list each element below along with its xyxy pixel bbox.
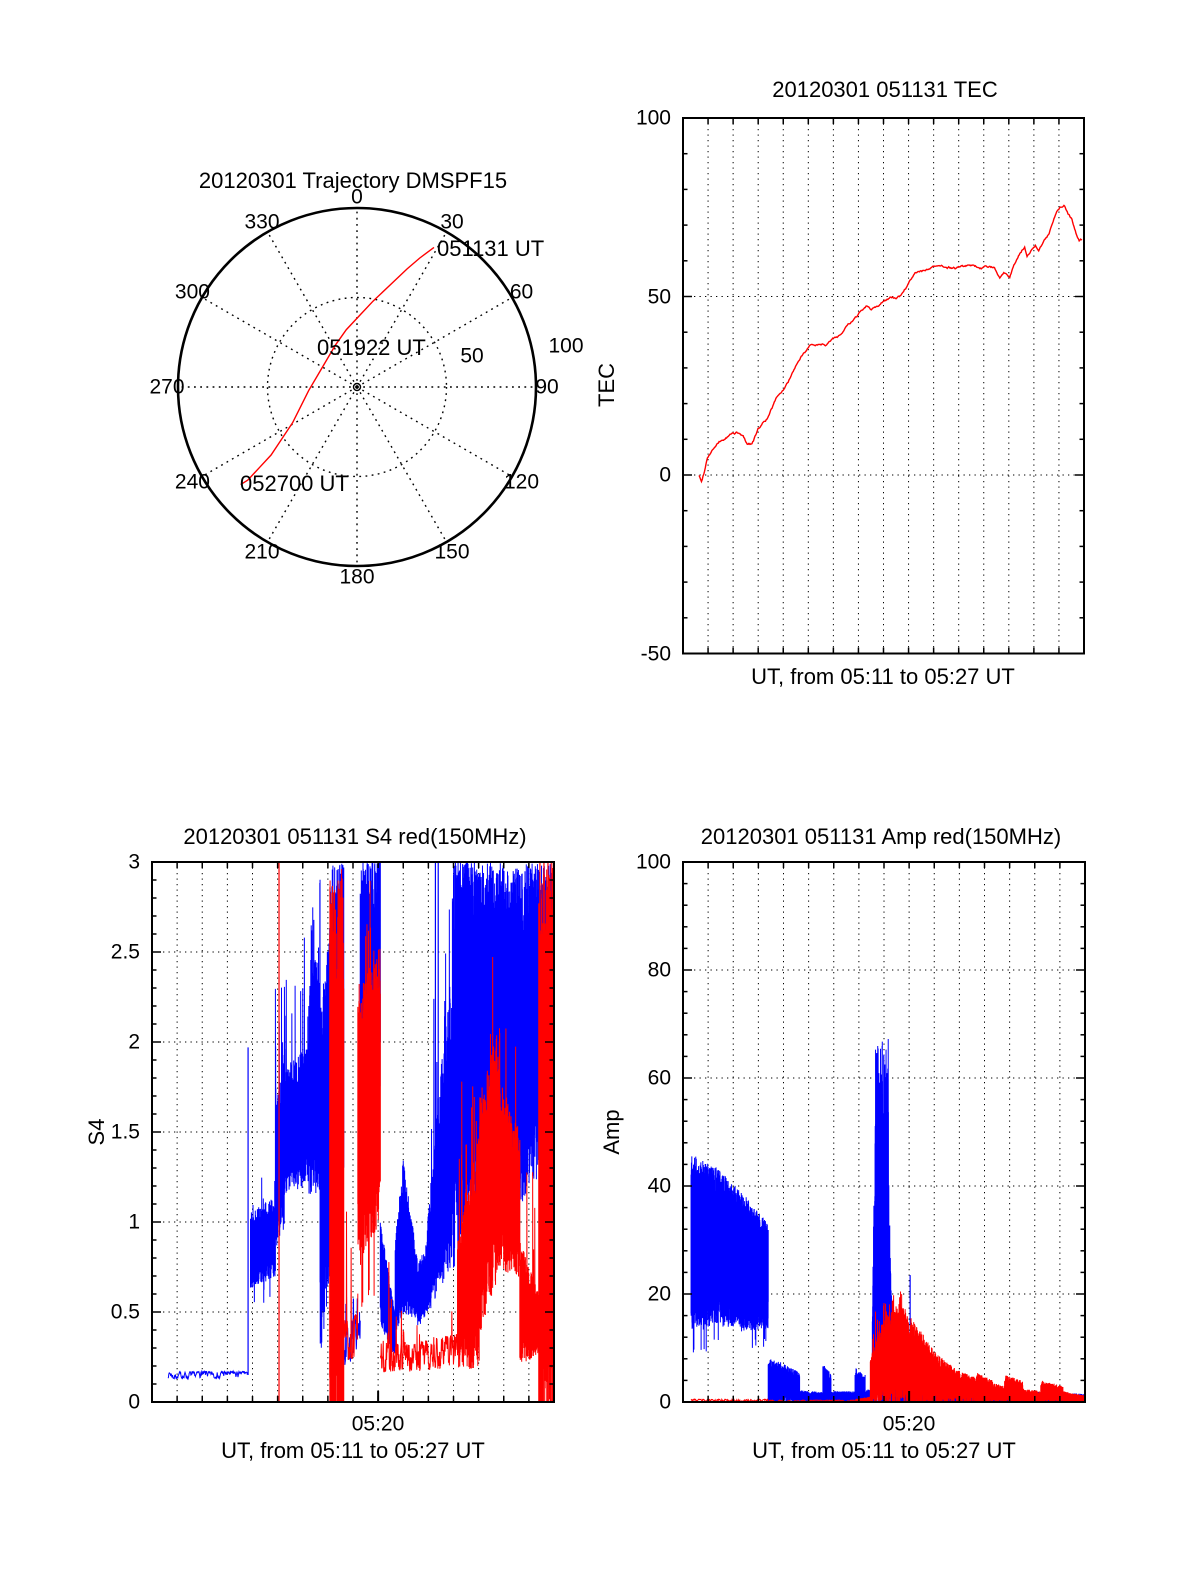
amp-series [690, 1039, 1085, 1402]
tec-y-axis-label: TEC [594, 363, 619, 407]
amp-y-tick-100: 100 [635, 850, 671, 874]
s4-y-tick-2.5: 2.5 [110, 940, 140, 964]
s4-y-tick-3: 3 [128, 850, 140, 874]
s4-series [167, 862, 554, 1402]
tec-title: 20120301 051131 TEC [772, 77, 998, 102]
trajectory-plot [176, 206, 538, 568]
s4-y-tick-1: 1 [128, 1210, 140, 1234]
s4-x-axis-label: UT, from 05:11 to 05:27 UT [221, 1438, 485, 1463]
amp-y-tick-80: 80 [647, 958, 671, 982]
tec-x-axis-label: UT, from 05:11 to 05:27 UT [751, 664, 1015, 689]
trajectory-azimuth-tick-180: 180 [339, 565, 375, 589]
tec-y-tick-50: 50 [647, 285, 671, 308]
trajectory-azimuth-tick-300: 300 [174, 280, 210, 304]
trajectory-azimuth-tick-210: 210 [244, 540, 280, 564]
s4-plot [151, 861, 555, 1403]
tec-plot [682, 117, 1085, 655]
trajectory-azimuth-tick-120: 120 [504, 470, 540, 494]
s4-x-tick-label: 05:20 [351, 1412, 405, 1436]
s4-title: 20120301 051131 S4 red(150MHz) [183, 824, 527, 849]
s4-y-axis-label: S4 [84, 1118, 109, 1146]
trajectory-azimuth-tick-30: 30 [440, 210, 464, 234]
amp-y-tick-60: 60 [647, 1066, 671, 1090]
trajectory-azimuth-tick-0: 0 [351, 185, 363, 209]
amp-y-axis-label: Amp [599, 1109, 624, 1155]
trajectory-azimuth-tick-150: 150 [434, 540, 470, 564]
trajectory-azimuth-tick-240: 240 [174, 470, 210, 494]
trajectory-radial-tick-100: 100 [548, 334, 584, 358]
amp-plot [682, 861, 1086, 1403]
amp-y-tick-0: 0 [659, 1390, 671, 1414]
s4-y-tick-2: 2 [128, 1030, 140, 1054]
trajectory-azimuth-tick-90: 90 [535, 375, 559, 399]
trajectory-time-label-end: 052700 UT [240, 471, 349, 496]
amp-title: 20120301 051131 Amp red(150MHz) [700, 824, 1062, 849]
trajectory-title: 20120301 Trajectory DMSPF15 [198, 168, 508, 193]
tec-y-tick-100: 100 [635, 106, 671, 130]
amp-y-tick-40: 40 [647, 1174, 671, 1198]
trajectory-azimuth-tick-60: 60 [509, 280, 534, 304]
tec-series [698, 204, 1083, 484]
tec-y-tick-0: 0 [659, 463, 671, 487]
amp-x-tick-label: 05:20 [882, 1412, 936, 1436]
amp-y-tick-20: 20 [647, 1282, 671, 1306]
trajectory-azimuth-tick-330: 330 [244, 210, 280, 234]
trajectory-azimuth-tick-270: 270 [149, 375, 185, 399]
tec-y-tick--50: -50 [640, 642, 671, 665]
trajectory-time-label-start: 051131 UT [437, 236, 545, 261]
trajectory-radial-tick-50: 50 [460, 344, 484, 368]
s4-y-tick-0.5: 0.5 [110, 1300, 140, 1324]
s4-y-tick-0: 0 [128, 1390, 140, 1414]
trajectory-time-label-mid: 051922 UT [317, 335, 426, 360]
s4-y-tick-1.5: 1.5 [110, 1120, 140, 1144]
amp-x-axis-label: UT, from 05:11 to 05:27 UT [752, 1438, 1016, 1463]
